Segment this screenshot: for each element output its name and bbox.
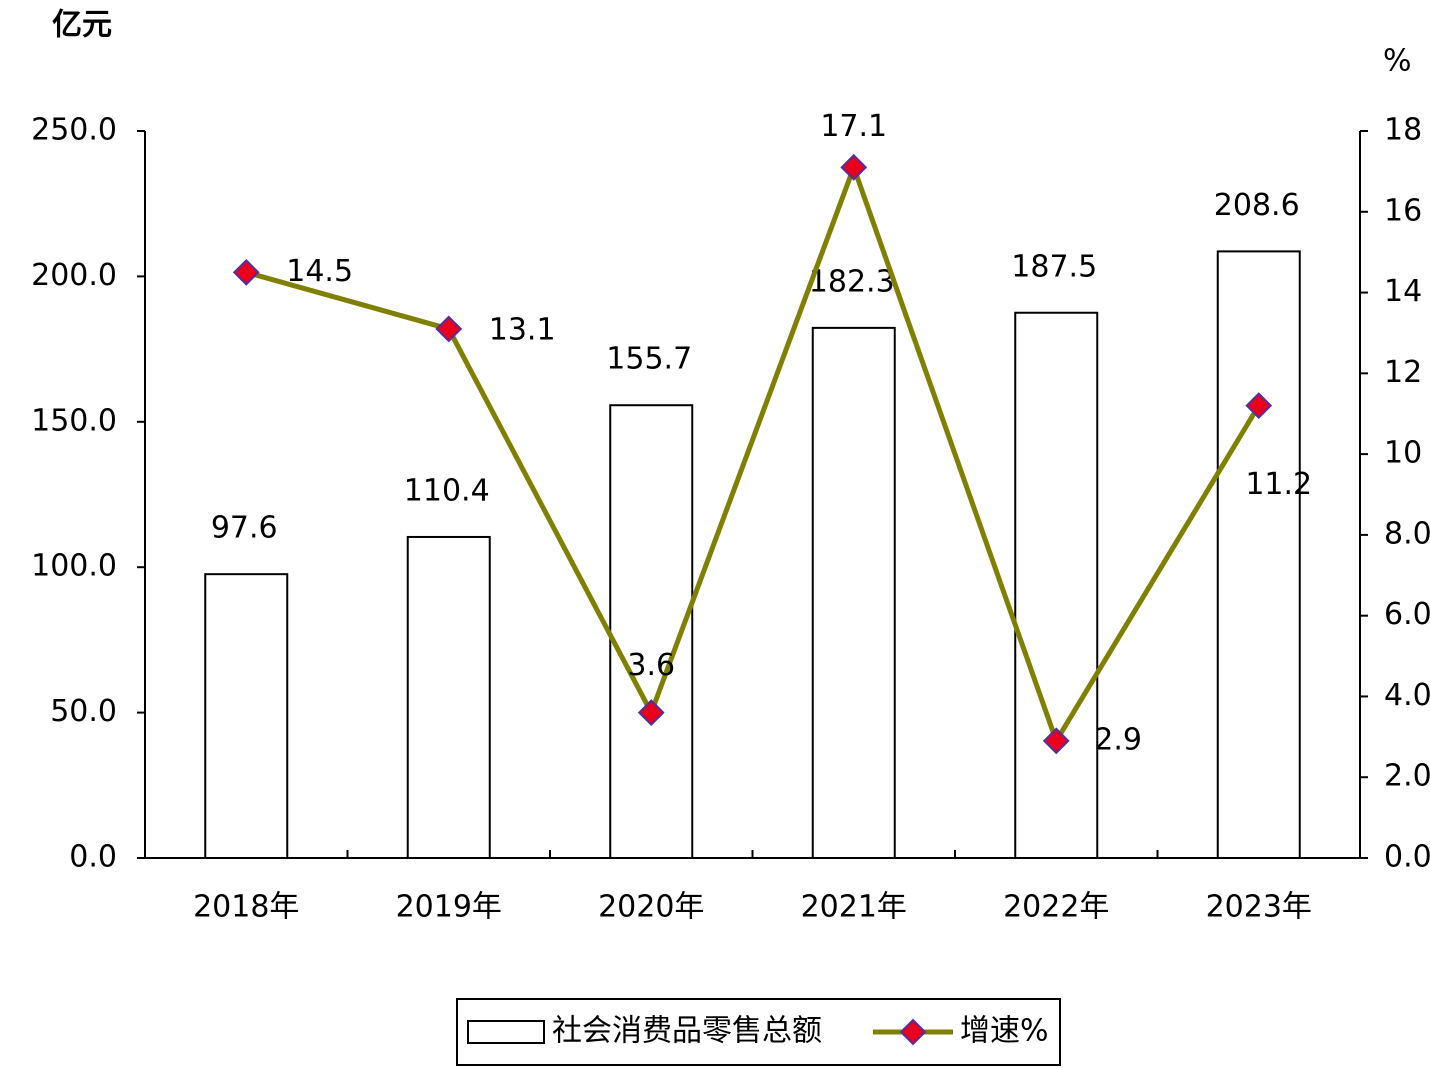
bar-value-label: 182.3 <box>809 264 895 299</box>
x-tick-label: 2023年 <box>1206 890 1312 925</box>
y2-tick-label: 4.0 <box>1384 678 1430 713</box>
growth-marker <box>1042 727 1070 755</box>
line-value-label: 17.1 <box>820 109 887 144</box>
bar-value-label: 208.6 <box>1214 188 1300 223</box>
y-tick-label: 250.0 <box>31 113 117 148</box>
line-value-label: 13.1 <box>489 312 556 347</box>
bar <box>811 326 896 860</box>
y-tick-label: 100.0 <box>31 549 117 584</box>
y-tick-label: 150.0 <box>31 403 117 438</box>
bar <box>406 535 491 859</box>
y2-tick-label: 14 <box>1384 274 1422 309</box>
legend-marker <box>899 1018 927 1046</box>
y2-tick-label: 6.0 <box>1384 597 1430 632</box>
bar-value-label: 155.7 <box>606 342 692 377</box>
y2-tick-label: 16 <box>1384 193 1422 228</box>
line-value-label: 11.2 <box>1245 467 1312 502</box>
bar-value-label: 97.6 <box>211 511 278 546</box>
y-tick-label: 200.0 <box>31 258 117 293</box>
legend-label: 增速% <box>960 1014 1049 1049</box>
growth-marker <box>232 258 260 286</box>
legend-label: 社会消费品零售总额 <box>552 1014 822 1049</box>
line-value-label: 14.5 <box>286 254 353 289</box>
y2-tick-label: 10 <box>1384 436 1422 471</box>
y-tick-label: 50.0 <box>50 694 117 729</box>
growth-marker <box>435 315 463 343</box>
x-tick-label: 2020年 <box>598 890 704 925</box>
legend-box <box>456 998 1061 1066</box>
x-tick-label: 2021年 <box>801 890 907 925</box>
legend-bar-swatch <box>467 1020 545 1044</box>
line-value-label: 2.9 <box>1094 722 1142 757</box>
y-tick-label: 0.0 <box>69 840 117 875</box>
growth-marker <box>840 153 868 181</box>
bar-value-label: 110.4 <box>404 473 490 508</box>
y2-tick-label: 12 <box>1384 355 1422 390</box>
x-tick-label: 2022年 <box>1003 890 1109 925</box>
growth-marker <box>1245 392 1273 420</box>
x-tick-label: 2018年 <box>193 890 299 925</box>
y2-tick-label: 0.0 <box>1384 840 1430 875</box>
growth-line <box>245 160 1261 747</box>
bar-value-label: 187.5 <box>1011 249 1097 284</box>
x-tick-label: 2019年 <box>396 890 502 925</box>
y2-tick-label: 18 <box>1384 113 1422 148</box>
bar <box>204 573 289 859</box>
y2-tick-label: 8.0 <box>1384 516 1430 551</box>
bar <box>609 404 694 859</box>
line-value-label: 3.6 <box>627 648 675 683</box>
y2-tick-label: 2.0 <box>1384 759 1430 794</box>
bar <box>1216 250 1301 860</box>
bar <box>1014 311 1099 859</box>
y-unit: 亿元 <box>52 8 112 43</box>
growth-marker <box>637 699 665 727</box>
y2-unit: % <box>1383 44 1412 79</box>
